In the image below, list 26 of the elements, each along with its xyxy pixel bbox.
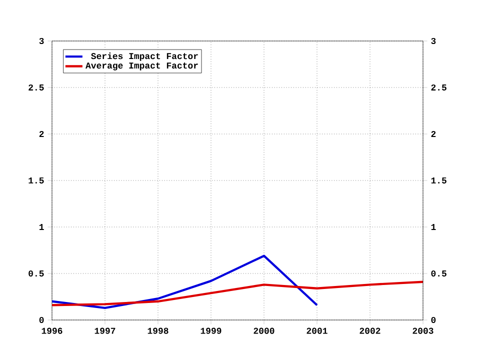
- y-tick-label: 1.5: [28, 178, 44, 184]
- y-tick-label: 2: [39, 130, 44, 137]
- x-tick-label: 1999: [200, 328, 222, 334]
- y-tick-label: 2.5: [28, 84, 44, 91]
- y2-tick-label: 2: [431, 130, 436, 137]
- y2-tick-label: 2.5: [431, 84, 446, 91]
- x-tick-label: 2003: [412, 328, 434, 334]
- y2-tick-label: 3: [431, 38, 436, 44]
- y-tick-label: 3: [39, 38, 44, 44]
- x-tick-label: 2002: [360, 328, 380, 334]
- x-tick-label: 1998: [148, 328, 168, 334]
- y-tick-label: 0: [39, 316, 44, 324]
- y-tick-label: 1: [39, 224, 44, 230]
- x-tick-label: 2001: [306, 328, 328, 334]
- x-tick-label: 1996: [42, 328, 62, 334]
- line-series: [52, 254, 318, 310]
- y2-tick-label: 1: [431, 224, 436, 230]
- y2-tick-label: 0: [431, 316, 436, 324]
- legend-label: Average Impact Factor: [86, 62, 198, 70]
- line-series: [52, 280, 423, 306]
- y2-tick-label: 1.5: [431, 178, 446, 184]
- x-tick-label: 1997: [94, 328, 116, 334]
- y-tick-label: 0.5: [28, 270, 44, 277]
- x-tick-label: 2000: [254, 328, 274, 334]
- y2-tick-label: 0.5: [431, 270, 446, 277]
- legend-label: Series Impact Factor: [91, 52, 198, 61]
